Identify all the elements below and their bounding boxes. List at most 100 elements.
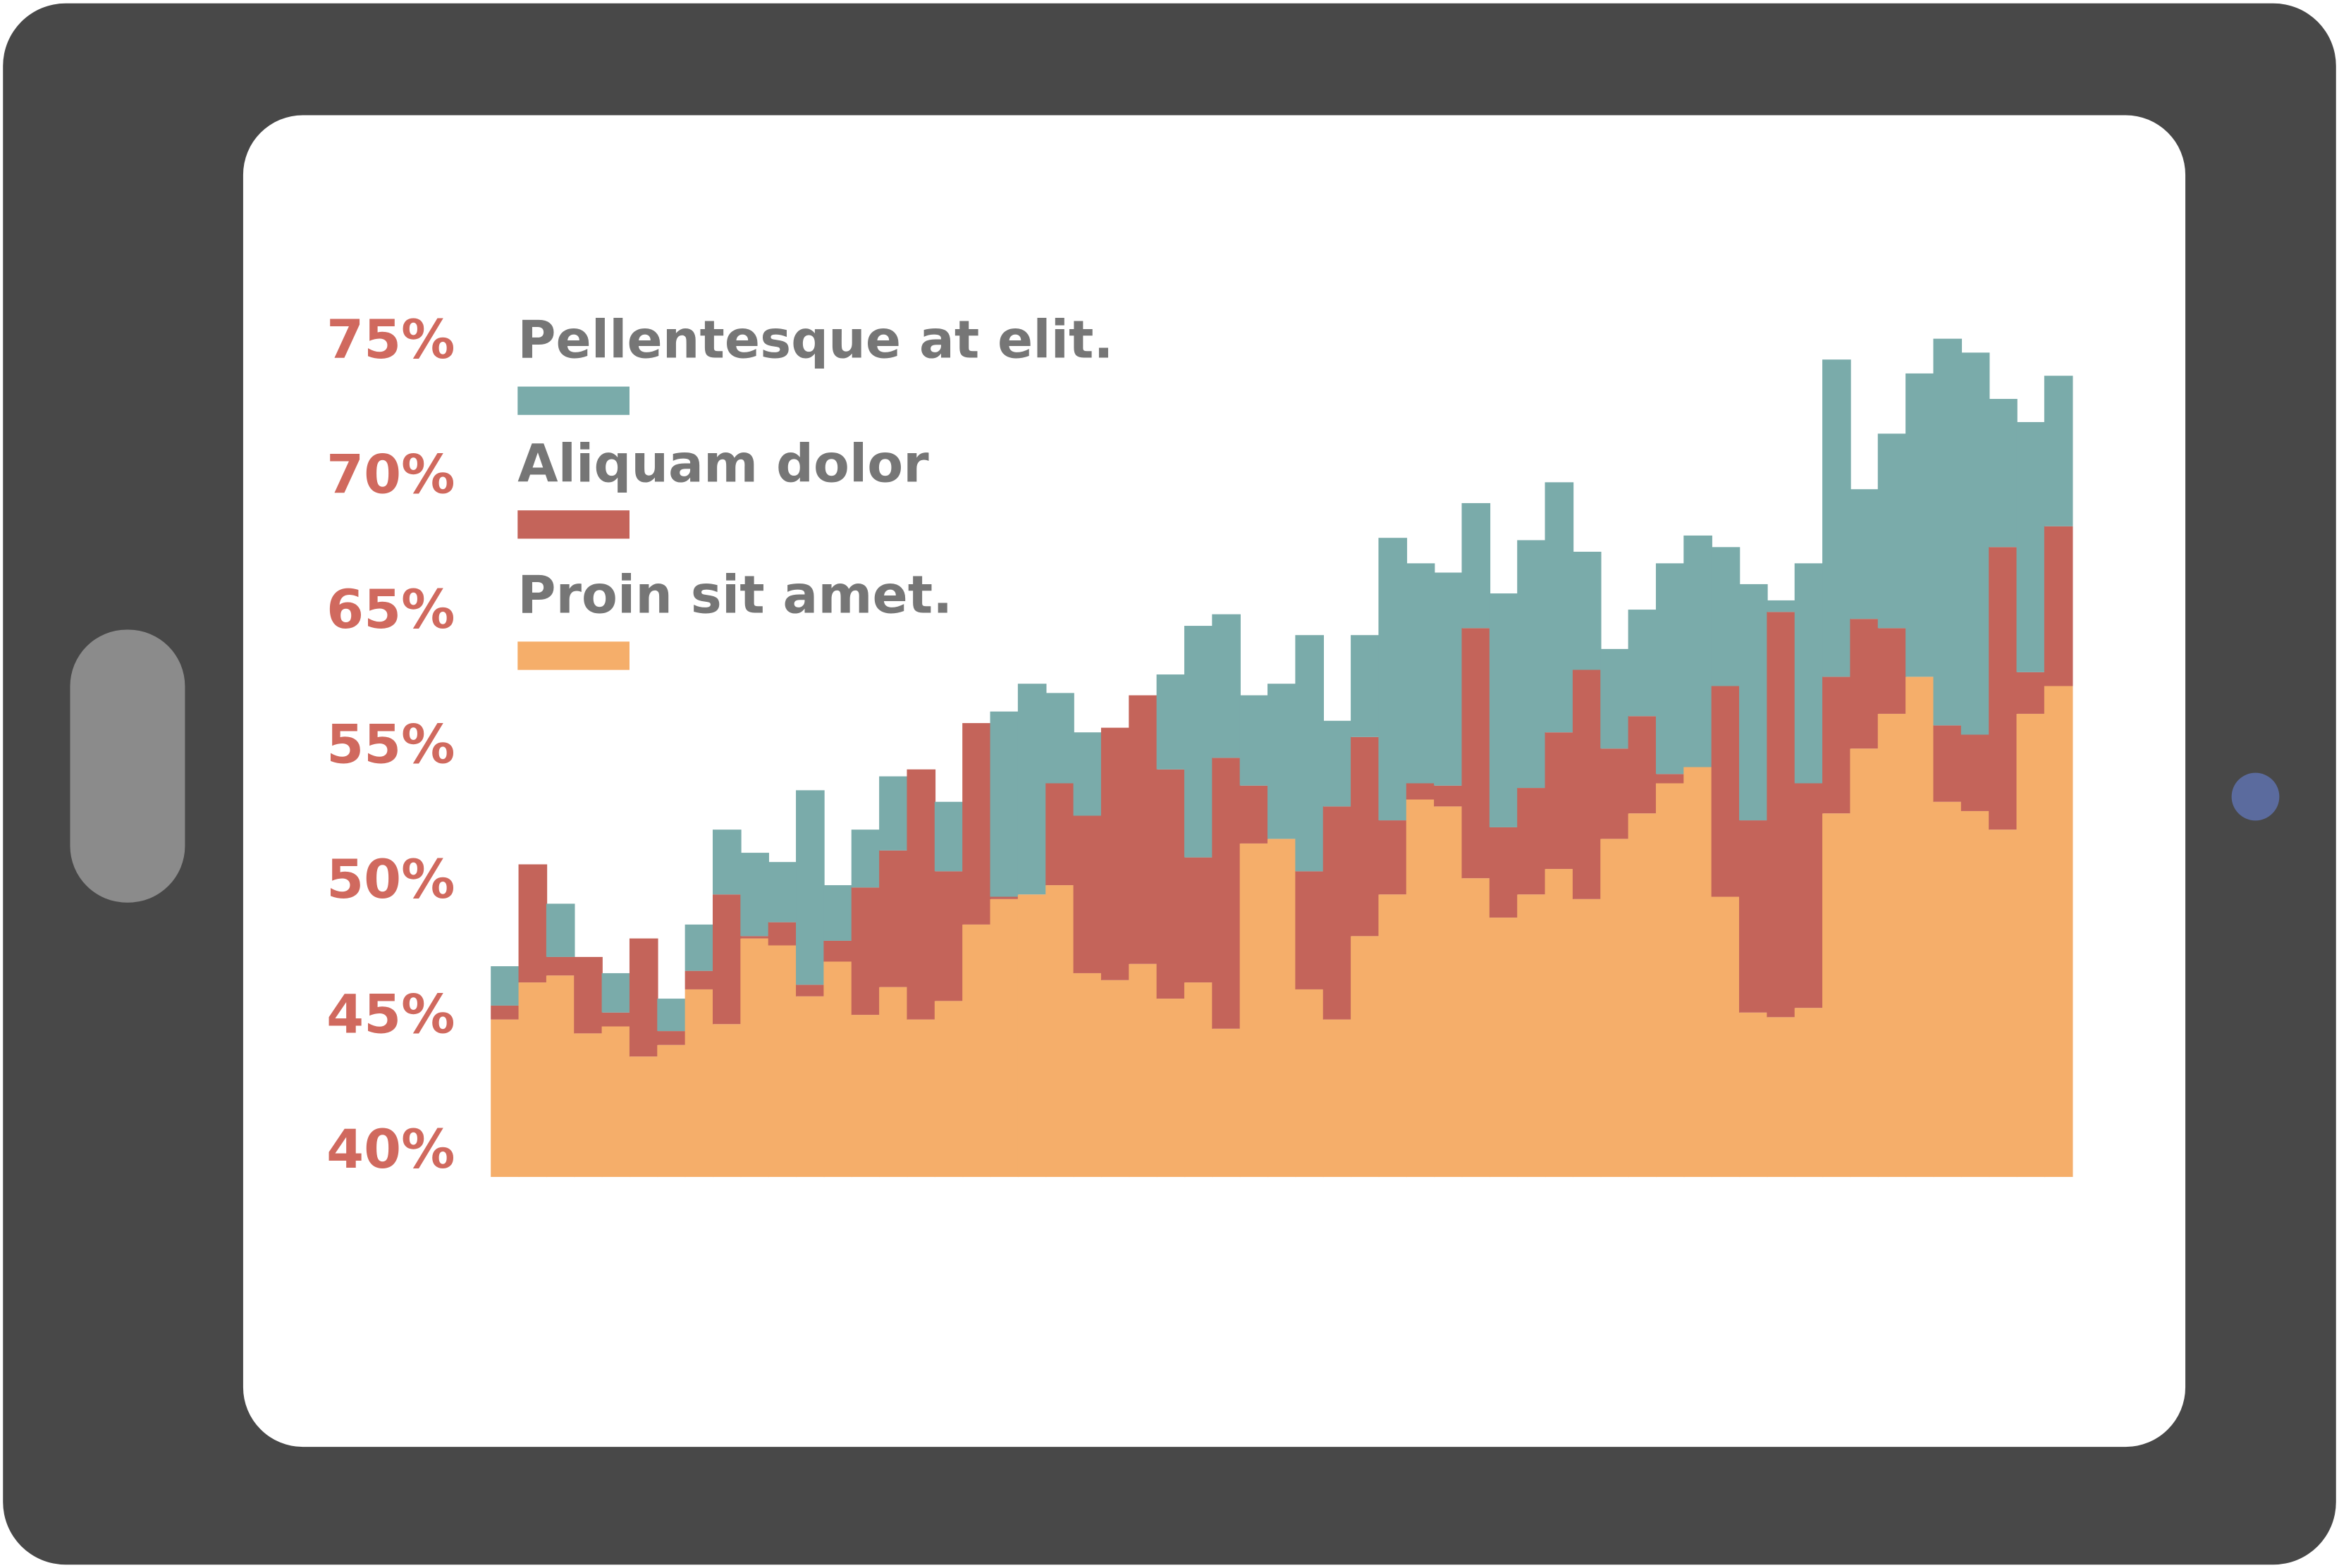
bar-segment	[1933, 338, 1963, 726]
bar-segment	[1322, 720, 1352, 807]
bar-segment	[1739, 584, 1768, 821]
bar-segment	[851, 1015, 880, 1178]
legend-label: Aliquam dolor	[517, 433, 929, 494]
bar-segment	[518, 982, 548, 1178]
bar-segment	[1461, 628, 1491, 879]
bar-segment	[1322, 806, 1352, 1020]
bar-segment	[1767, 612, 1795, 1018]
bar-segment	[962, 723, 991, 925]
bar-segment	[851, 829, 880, 888]
bar-segment	[1877, 713, 1907, 1178]
bar-segment	[934, 801, 964, 872]
bar-segment	[1517, 788, 1546, 895]
bar-segment	[684, 970, 714, 989]
bar-segment	[1212, 758, 1241, 1029]
bar-segment	[1655, 774, 1685, 784]
bar-segment	[1600, 839, 1629, 1178]
home-button[interactable]	[70, 629, 185, 903]
bar-segment	[1628, 813, 1657, 1178]
bar-segment	[1434, 572, 1463, 786]
bar-segment	[1655, 783, 1685, 1178]
bar-segment	[491, 966, 520, 1006]
bar-segment	[2016, 672, 2046, 714]
bar-segment	[1960, 352, 1990, 735]
bar-segment	[1295, 871, 1325, 989]
bar-segment	[1378, 538, 1408, 821]
bar-segment	[657, 1031, 686, 1045]
bar-segment	[657, 1044, 686, 1178]
bar-segment	[1351, 736, 1380, 937]
bar-segment	[712, 894, 742, 1025]
bar-segment	[1406, 783, 1435, 800]
y-tick-label: 65%	[326, 578, 455, 641]
bar-segment	[768, 945, 797, 1178]
bar-segment	[1351, 635, 1380, 737]
bar-segment	[823, 961, 853, 1178]
legend-label: Proin sit amet.	[517, 565, 952, 626]
camera	[2231, 772, 2280, 821]
bar-segment	[2044, 376, 2073, 526]
bar-segment	[1794, 1008, 1824, 1178]
y-tick-label: 55%	[326, 713, 455, 776]
bar-segment	[546, 975, 575, 1178]
bar-segment	[1517, 540, 1546, 789]
bar-segment	[1822, 359, 1851, 677]
bar-segment	[1239, 843, 1269, 1178]
bar-segment	[1711, 896, 1741, 1178]
bar-segment	[1212, 1028, 1241, 1178]
bar-segment	[796, 984, 825, 996]
bar-segment	[491, 1005, 520, 1020]
bar-segment	[684, 924, 714, 971]
bar-segment	[1600, 748, 1629, 839]
y-tick-label: 75%	[326, 308, 455, 371]
bar-segment	[1017, 684, 1047, 895]
bar-segment	[1822, 813, 1851, 1178]
bar-segment	[1378, 894, 1408, 1178]
bar-segment	[1434, 806, 1463, 1178]
bar-segment	[823, 940, 853, 962]
bar-segment	[1711, 547, 1741, 686]
bar-segment	[574, 956, 603, 1034]
bar-segment	[1073, 732, 1103, 816]
bar-segment	[1517, 894, 1546, 1178]
bar-segment	[2044, 686, 2073, 1178]
bar-segment	[1461, 878, 1491, 1178]
y-tick-label: 45%	[326, 983, 455, 1046]
bar-segment	[1295, 635, 1325, 872]
bar-segment	[1434, 785, 1463, 807]
bar-segment	[879, 776, 908, 851]
plot: 40% 45% 50% 55% 65% 70% 75% Pellentesque at eli…	[326, 308, 2073, 1180]
bar-segment	[1711, 686, 1741, 897]
bar-segment	[1489, 918, 1518, 1178]
bar-segment	[1351, 936, 1380, 1178]
bar-segment	[1156, 674, 1186, 770]
bar-segment	[740, 936, 769, 939]
bar-segment	[934, 1001, 964, 1178]
bar-segment	[657, 999, 686, 1032]
bar-segment	[1683, 535, 1712, 767]
bar-segment	[990, 711, 1019, 897]
bar-segment	[1100, 727, 1130, 980]
bar-segment	[1572, 899, 1602, 1178]
bar-segment	[1156, 769, 1186, 999]
bar-segment	[1767, 1017, 1795, 1178]
bar-segment	[907, 769, 936, 1020]
bar-segment	[796, 996, 825, 1178]
bar-segment	[712, 1024, 742, 1178]
bar-segment	[823, 885, 853, 941]
bar-segment	[1877, 628, 1907, 714]
bar-segment	[2016, 421, 2046, 672]
bar-segment	[629, 1056, 658, 1178]
bar-segment	[1073, 973, 1103, 1178]
bar-segment	[1545, 732, 1574, 870]
bar-segment	[1850, 619, 1879, 749]
legend-label: Pellentesque at elit.	[517, 310, 1113, 371]
bar-segment	[1600, 648, 1629, 749]
bar-segment	[518, 864, 548, 983]
bar-segment	[2044, 526, 2073, 686]
bar-segment	[1628, 610, 1657, 717]
bar-segment	[1156, 999, 1186, 1178]
bar-segment	[768, 862, 797, 922]
bar-segment	[1989, 547, 2018, 830]
